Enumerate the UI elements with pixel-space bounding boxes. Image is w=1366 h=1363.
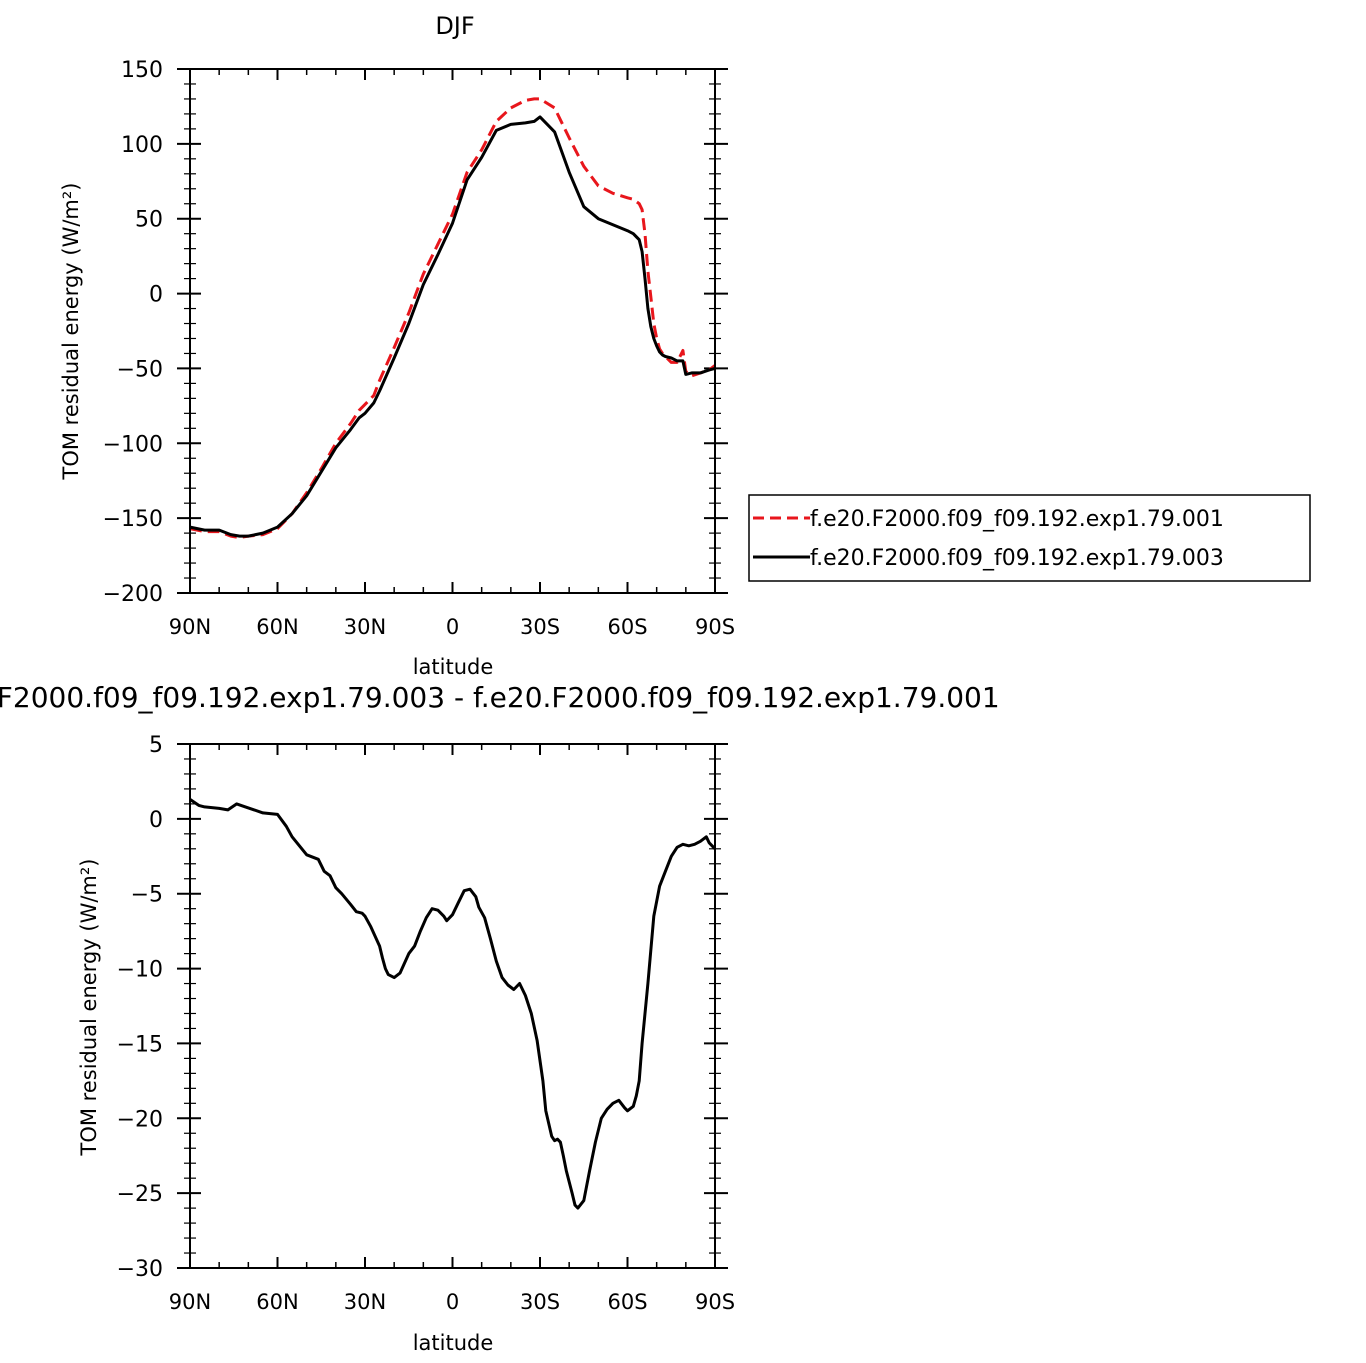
- top-chart: 90N 60N 30N 0 30S 60S 90S 150 100 50 0 −50 −100 −150 −…: [59, 58, 735, 679]
- bottom-y-axis-label: TOM residual energy (W/m²): [77, 859, 101, 1157]
- x-tick-label: 0: [446, 615, 459, 639]
- x-tick-label: 30N: [344, 1290, 386, 1314]
- x-tick-label: 60S: [607, 615, 647, 639]
- x-tick-label: 90S: [695, 1290, 735, 1314]
- bottom-x-axis-label: latitude: [413, 1331, 494, 1355]
- bottom-plot-frame: [189, 743, 716, 1269]
- bottom-tick-labels: 90N 60N 30N 0 30S 60S 90S 5 0 −5 −10 −15 −20 −25 −30: [117, 733, 735, 1314]
- y-tick-label: −20: [117, 1107, 163, 1132]
- x-tick-label: 60N: [256, 615, 298, 639]
- x-tick-label: 60N: [256, 1290, 298, 1314]
- bottom-chart: 90N 60N 30N 0 30S 60S 90S 5 0 −5 −10 −15 −20 −25 −30 l…: [77, 733, 735, 1355]
- y-tick-label: 0: [149, 283, 163, 308]
- y-tick-label: −25: [117, 1182, 163, 1207]
- legend: f.e20.F2000.f09_f09.192.exp1.79.001 f.e2…: [748, 494, 1311, 582]
- series-line-top-0: [189, 97, 716, 540]
- diff-chart-title: f.e20.F2000.f09_f09.192.exp1.79.003 - f.…: [0, 681, 1000, 714]
- y-tick-label: 150: [121, 58, 163, 83]
- top-plot-frame: [189, 68, 716, 594]
- y-tick-label: −30: [117, 1257, 163, 1282]
- x-tick-label: 30S: [520, 615, 560, 639]
- top-y-axis-label: TOM residual energy (W/m²): [59, 183, 83, 481]
- series-line-top-1: [189, 115, 716, 538]
- bottom-series-group: [189, 798, 717, 1210]
- y-tick-label: −50: [117, 357, 163, 382]
- y-tick-label: 100: [121, 133, 163, 158]
- top-x-axis-label: latitude: [413, 655, 494, 679]
- series-line-bottom-0: [189, 798, 717, 1210]
- x-tick-label: 30S: [520, 1290, 560, 1314]
- x-tick-label: 30N: [344, 615, 386, 639]
- legend-label-run001: f.e20.F2000.f09_f09.192.exp1.79.001: [810, 507, 1224, 532]
- x-tick-label: 90N: [169, 1290, 211, 1314]
- y-tick-label: −100: [103, 432, 163, 457]
- top-series-group: [189, 97, 716, 540]
- y-tick-label: −5: [131, 883, 163, 908]
- y-tick-label: −15: [117, 1032, 163, 1057]
- legend-box: [748, 494, 1311, 582]
- y-tick-label: 0: [149, 808, 163, 833]
- legend-label-run003: f.e20.F2000.f09_f09.192.exp1.79.003: [810, 546, 1224, 571]
- x-tick-label: 90S: [695, 615, 735, 639]
- y-tick-label: −200: [103, 582, 163, 607]
- top-tick-labels: 90N 60N 30N 0 30S 60S 90S 150 100 50 0 −50 −100 −150 −…: [103, 58, 735, 639]
- chart-title: DJF: [435, 12, 474, 40]
- y-tick-label: −150: [103, 507, 163, 532]
- y-tick-label: 5: [149, 733, 163, 758]
- x-tick-label: 60S: [607, 1290, 647, 1314]
- y-tick-label: 50: [135, 208, 163, 233]
- y-tick-label: −10: [117, 958, 163, 983]
- x-tick-label: 90N: [169, 615, 211, 639]
- top-ticks: [177, 68, 728, 594]
- x-tick-label: 0: [446, 1290, 459, 1314]
